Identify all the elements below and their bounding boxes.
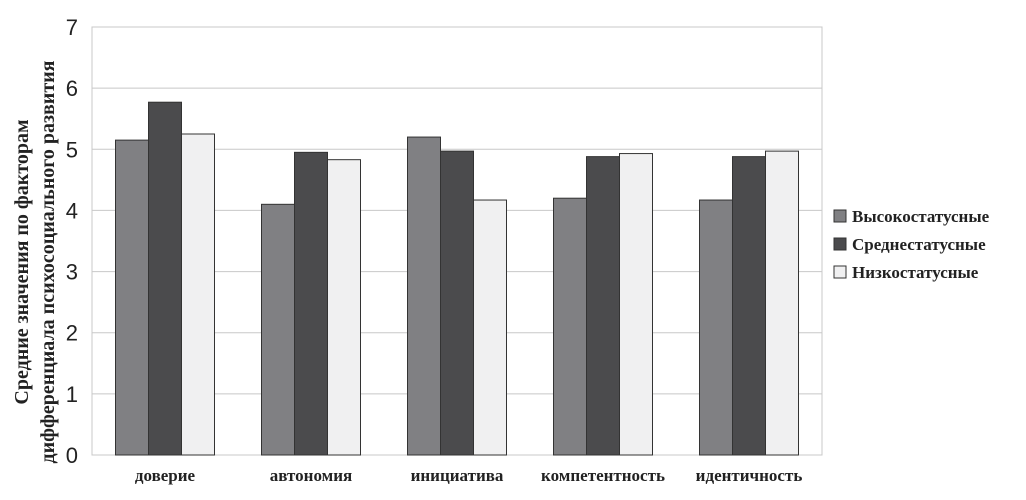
- y-tick-label: 3: [66, 260, 78, 285]
- bar-Среднестатусные: [148, 101, 182, 456]
- legend-label: Среднестатусные: [852, 235, 986, 254]
- bar-Высокостатусные: [407, 136, 441, 456]
- bar-Высокостатусные: [115, 139, 149, 456]
- legend-label: Низкостатусные: [852, 263, 979, 282]
- x-axis-ticks: доверие автономия инициатива компетентность…: [135, 466, 802, 485]
- legend: Высокостатусные Среднестатусные Низкостату…: [833, 207, 990, 282]
- x-tick-label: доверие: [135, 466, 196, 485]
- bars: [115, 101, 799, 456]
- legend-label: Высокостатусные: [852, 207, 990, 226]
- bar-Высокостатусные: [261, 203, 295, 456]
- legend-swatch: [833, 265, 847, 279]
- bar-Низкостатусные: [619, 153, 653, 456]
- x-tick-label: автономия: [270, 466, 352, 485]
- x-tick-label: идентичность: [696, 466, 803, 485]
- y-tick-label: 1: [66, 382, 78, 407]
- bar-Среднестатусные: [440, 150, 474, 456]
- bar-Среднестатусные: [586, 156, 620, 456]
- bar-Низкостатусные: [181, 133, 215, 456]
- bar-Высокостатусные: [553, 197, 587, 456]
- bar-Низкостатусные: [765, 150, 799, 456]
- legend-swatch: [833, 209, 847, 223]
- y-tick-label: 4: [66, 198, 78, 223]
- y-axis-ticks: 0 1 2 3 4 5 6 7: [66, 15, 78, 468]
- y-tick-label: 0: [66, 443, 78, 468]
- bar-Низкостатусные: [327, 159, 361, 456]
- y-tick-label: 5: [66, 137, 78, 162]
- bar-Среднестатусные: [294, 151, 328, 456]
- y-axis-title: Средние значения по факторам дифференциа…: [11, 60, 59, 463]
- x-tick-label: инициатива: [411, 466, 504, 485]
- y-axis-title-line-1: Средние значения по факторам: [11, 119, 33, 404]
- legend-swatch: [833, 237, 847, 251]
- bar-Низкостатусные: [473, 199, 507, 456]
- bar-Среднестатусные: [732, 156, 766, 456]
- x-tick-label: компетентность: [541, 466, 665, 485]
- bar-Высокостатусные: [699, 199, 733, 456]
- y-tick-label: 2: [66, 321, 78, 346]
- y-tick-label: 6: [66, 76, 78, 101]
- y-tick-label: 7: [66, 15, 78, 40]
- y-axis-title-line-2: дифференциала психосоциального развития: [37, 60, 59, 463]
